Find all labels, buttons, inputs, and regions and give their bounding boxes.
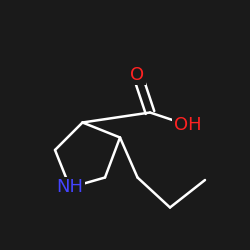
Text: NH: NH: [56, 178, 84, 196]
Text: O: O: [130, 66, 144, 84]
Text: OH: OH: [174, 116, 201, 134]
